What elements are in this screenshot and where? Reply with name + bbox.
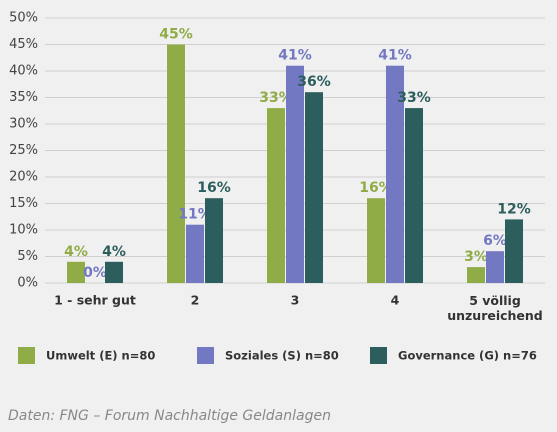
value-label: 41% xyxy=(378,48,412,64)
bar xyxy=(286,65,304,283)
bar xyxy=(267,108,285,283)
y-tick-label: 45% xyxy=(9,37,38,52)
y-tick-label: 5% xyxy=(17,249,38,264)
bar xyxy=(305,92,323,283)
x-tick-label: 1 - sehr gut xyxy=(54,293,136,308)
bar xyxy=(467,267,485,283)
value-label: 33% xyxy=(259,90,293,106)
y-tick-label: 10% xyxy=(9,223,38,238)
y-tick-label: 40% xyxy=(9,64,38,79)
legend-label: Soziales (S) n=80 xyxy=(225,349,339,363)
x-tick-label: 4 xyxy=(391,293,400,308)
bar xyxy=(167,44,185,283)
bar xyxy=(486,251,504,283)
bar xyxy=(505,219,523,283)
bar xyxy=(386,65,404,283)
value-label: 36% xyxy=(297,74,331,90)
y-tick-label: 30% xyxy=(9,117,38,132)
value-label: 4% xyxy=(64,244,88,260)
value-label: 16% xyxy=(359,180,393,196)
bar xyxy=(405,108,423,283)
y-tick-label: 50% xyxy=(9,11,38,26)
y-tick-label: 15% xyxy=(9,196,38,211)
y-tick-label: 0% xyxy=(17,276,38,291)
legend-swatch xyxy=(18,347,35,364)
bar xyxy=(186,224,204,283)
value-label: 11% xyxy=(178,207,212,223)
value-label: 16% xyxy=(197,180,231,196)
value-label: 33% xyxy=(397,90,431,106)
value-label: 45% xyxy=(159,27,193,43)
value-label: 3% xyxy=(464,249,488,265)
bar xyxy=(367,198,385,283)
legend-label: Umwelt (E) n=80 xyxy=(46,349,155,363)
value-label: 41% xyxy=(278,48,312,64)
bar xyxy=(67,261,85,283)
source: Daten: FNG – Forum Nachhaltige Geldanlag… xyxy=(8,408,331,424)
legend-label: Governance (G) n=76 xyxy=(398,349,537,363)
x-tick-label: 5 völlig unzureichend xyxy=(447,293,543,323)
y-tick-label: 25% xyxy=(9,143,38,158)
y-tick-label: 20% xyxy=(9,170,38,185)
x-tick-label: 3 xyxy=(291,293,300,308)
x-tick-label: 2 xyxy=(191,293,200,308)
y-tick-label: 35% xyxy=(9,90,38,105)
bar xyxy=(205,198,223,283)
value-label: 0% xyxy=(83,265,107,281)
legend-swatch xyxy=(197,347,214,364)
legend-swatch xyxy=(370,347,387,364)
value-label: 6% xyxy=(483,233,507,249)
value-label: 4% xyxy=(102,244,126,260)
bar xyxy=(105,261,123,283)
value-label: 12% xyxy=(497,201,531,217)
